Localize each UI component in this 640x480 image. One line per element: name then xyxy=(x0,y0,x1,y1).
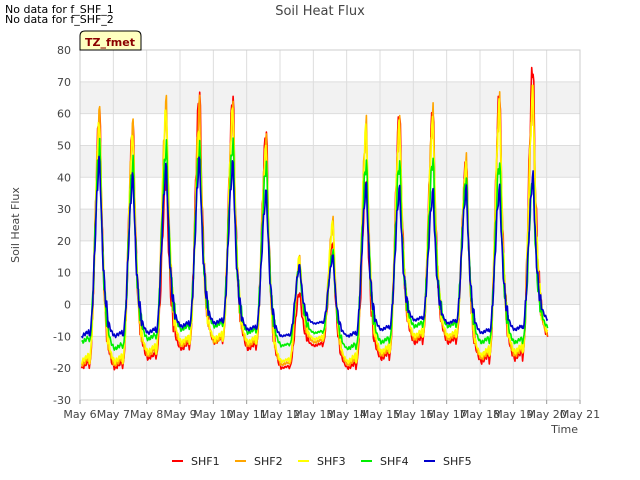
y-tick-label: 10 xyxy=(57,267,71,280)
tz-badge: TZ_fmet xyxy=(79,30,142,51)
x-tick-label: May 17 xyxy=(427,408,467,421)
legend-label-shf3: SHF3 xyxy=(317,455,346,468)
legend-label-shf5: SHF5 xyxy=(443,455,472,468)
x-tick-label: May 10 xyxy=(193,408,233,421)
y-tick-label: 30 xyxy=(57,203,71,216)
y-tick-label: 0 xyxy=(64,299,71,312)
legend-label-shf2: SHF2 xyxy=(254,455,283,468)
x-axis-title: Time xyxy=(550,423,578,436)
x-tick-label: May 12 xyxy=(260,408,300,421)
y-tick-label: 50 xyxy=(57,139,71,152)
x-tick-label: May 14 xyxy=(327,408,367,421)
grid-band xyxy=(80,336,580,369)
x-tick-label: May 7 xyxy=(97,408,130,421)
y-tick-label: -30 xyxy=(53,394,71,407)
x-tick-label: May 15 xyxy=(360,408,400,421)
no-data-message-1: No data for f_SHF_1 xyxy=(5,3,114,16)
y-tick-label: 60 xyxy=(57,108,71,121)
y-tick-label: 20 xyxy=(57,235,71,248)
grid-band xyxy=(80,81,580,114)
x-tick-label: May 13 xyxy=(293,408,333,421)
legend: SHF1 SHF2 SHF3 SHF4 SHF5 xyxy=(172,455,472,468)
x-tick-label: May 11 xyxy=(227,408,267,421)
grid-band xyxy=(80,209,580,241)
x-tick-label: May 20 xyxy=(527,408,567,421)
y-tick-label: 80 xyxy=(57,44,71,57)
legend-label-shf4: SHF4 xyxy=(380,455,409,468)
grid-band xyxy=(80,145,580,178)
x-tick-label: May 6 xyxy=(63,408,96,421)
y-axis-title: Soil Heat Flux xyxy=(9,187,22,263)
chart-title: Soil Heat Flux xyxy=(275,4,365,19)
x-tick-label: May 16 xyxy=(393,408,433,421)
no-data-message-2: No data for f_SHF_2 xyxy=(5,13,114,26)
plot-frame xyxy=(79,49,581,401)
x-tick-label: May 21 xyxy=(560,408,600,421)
series-line-shf5 xyxy=(80,155,549,339)
x-tick-label: May 9 xyxy=(163,408,196,421)
x-tick-label: May 18 xyxy=(460,408,500,421)
x-tick-label: May 8 xyxy=(130,408,163,421)
x-tick-label: May 19 xyxy=(493,408,533,421)
y-tick-label: -10 xyxy=(53,330,71,343)
legend-label-shf1: SHF1 xyxy=(191,455,220,468)
y-tick-label: 40 xyxy=(57,171,71,184)
y-tick-label: 70 xyxy=(57,76,71,89)
y-tick-label: -20 xyxy=(53,362,71,375)
tz-badge-label: TZ_fmet xyxy=(85,36,135,49)
